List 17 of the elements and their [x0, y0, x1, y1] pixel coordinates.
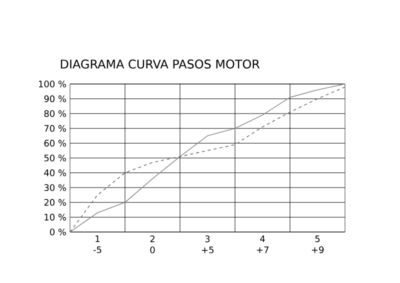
y-tick-label: 70 %	[44, 125, 66, 132]
chart-title: DIAGRAMA CURVA PASOS MOTOR	[60, 60, 260, 69]
y-tick-label: 40 %	[44, 169, 66, 176]
y-tick-label: 80 %	[44, 110, 66, 117]
y-tick-label: 10 %	[44, 214, 66, 221]
x-tick-label: 3 +5	[202, 236, 214, 254]
x-tick-label: 5 +9	[312, 236, 324, 254]
y-tick-label: 0 %	[50, 228, 66, 236]
x-tick-label: 2 0	[150, 236, 155, 254]
y-tick-label: 90 %	[44, 95, 66, 102]
x-tick-label: 4 +7	[256, 236, 268, 254]
y-tick-label: 20 %	[44, 199, 66, 206]
y-tick-label: 50 %	[44, 154, 66, 162]
y-tick-label: 30 %	[44, 184, 66, 191]
y-tick-label: 60 %	[44, 140, 66, 147]
x-tick-label: 1 -5	[93, 236, 102, 254]
y-tick-label: 100 %	[38, 80, 66, 88]
